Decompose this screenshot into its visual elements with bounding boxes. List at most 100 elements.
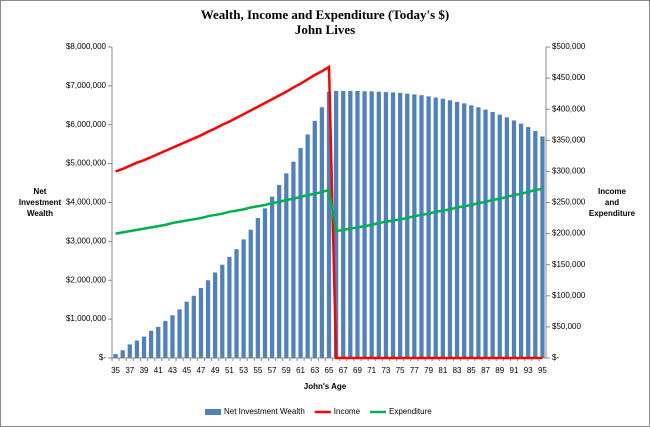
y-tick-label: $8,000,000 — [66, 42, 107, 51]
bar — [163, 321, 168, 358]
y-tick-label: $4,000,000 — [66, 198, 107, 207]
bar — [348, 90, 353, 359]
x-tick-label: 41 — [154, 366, 163, 375]
bar — [469, 105, 474, 358]
line — [115, 187, 543, 235]
x-tick-label: 61 — [296, 366, 305, 375]
bar — [277, 185, 282, 358]
legend-label: Expenditure — [389, 407, 432, 416]
y-tick-label: $2,000,000 — [66, 275, 107, 284]
bar — [227, 256, 232, 358]
bar — [504, 117, 510, 359]
y2-tick-label: $100,000 — [552, 291, 586, 300]
legend-label: Net Investment Wealth — [224, 407, 305, 416]
bar — [213, 272, 218, 358]
line — [115, 64, 543, 360]
x-tick-label: 73 — [381, 366, 390, 375]
chart-title: Wealth, Income and Expenditure (Today's … — [201, 7, 450, 22]
y2-tick-label: $- — [552, 353, 559, 362]
x-tick-label: 59 — [282, 366, 291, 375]
x-tick-label: 37 — [125, 366, 134, 375]
bar — [433, 97, 438, 358]
bar — [497, 114, 502, 358]
bar — [419, 95, 424, 358]
bar — [405, 93, 410, 359]
bar — [526, 127, 531, 359]
chart-subtitle: John Lives — [295, 22, 355, 37]
bar — [262, 208, 268, 358]
x-axis-label: John's Age — [304, 382, 347, 391]
y2-tick-label: $500,000 — [552, 42, 586, 51]
y2-tick-label: $300,000 — [552, 167, 586, 176]
y-tick-label: $6,000,000 — [66, 120, 107, 129]
bar — [511, 120, 517, 358]
y-tick-label: $7,000,000 — [66, 81, 107, 90]
bar — [462, 103, 467, 359]
bar — [518, 123, 524, 359]
bar — [298, 148, 303, 358]
bar — [376, 91, 381, 359]
bar — [447, 100, 453, 358]
bar — [120, 350, 125, 358]
x-tick-label: 93 — [524, 366, 533, 375]
bar — [383, 92, 389, 358]
bar — [220, 264, 225, 358]
bar — [305, 134, 310, 358]
x-tick-label: 69 — [353, 366, 362, 375]
bar — [177, 309, 182, 358]
bar — [326, 91, 332, 359]
x-tick-label: 57 — [268, 366, 277, 375]
y2-tick-label: $350,000 — [552, 135, 586, 144]
bar — [426, 96, 431, 358]
bar — [476, 107, 481, 358]
legend-label: Income — [334, 407, 361, 416]
x-tick-label: 53 — [239, 366, 248, 375]
x-tick-label: 81 — [438, 366, 447, 375]
y-tick-label: $- — [99, 353, 106, 362]
x-tick-label: 85 — [467, 366, 476, 375]
x-tick-label: 83 — [453, 366, 462, 375]
x-tick-label: 47 — [196, 366, 205, 375]
x-tick-label: 89 — [495, 366, 504, 375]
y2-tick-label: $400,000 — [552, 104, 586, 113]
bar — [341, 90, 346, 359]
x-tick-label: 45 — [182, 366, 191, 375]
y2-tick-label: $200,000 — [552, 229, 586, 238]
y2-tick-label: $450,000 — [552, 73, 586, 82]
y2-tick-label: $150,000 — [552, 260, 586, 269]
bar — [248, 229, 253, 358]
bar — [483, 109, 488, 359]
x-tick-label: 39 — [140, 366, 149, 375]
x-tick-label: 75 — [396, 366, 405, 375]
x-tick-label: 35 — [111, 366, 120, 375]
x-tick-label: 91 — [510, 366, 519, 375]
bar — [170, 315, 175, 358]
x-tick-label: 43 — [168, 366, 177, 375]
axis-label: Income and Expenditure — [589, 187, 636, 218]
x-tick-label: 63 — [310, 366, 319, 375]
bar — [269, 196, 275, 358]
bar — [540, 136, 545, 358]
bar — [184, 301, 189, 358]
x-tick-label: 71 — [367, 366, 376, 375]
bar — [156, 326, 161, 358]
y-tick-label: $1,000,000 — [66, 314, 107, 323]
x-tick-label: 77 — [410, 366, 419, 375]
legend-swatch — [205, 409, 221, 415]
bar — [134, 340, 140, 358]
bar — [454, 101, 460, 358]
bar — [390, 92, 396, 358]
x-tick-label: 95 — [538, 366, 547, 375]
x-tick-label: 67 — [339, 366, 348, 375]
bar — [312, 120, 317, 358]
x-tick-label: 87 — [481, 366, 490, 375]
bar — [319, 107, 325, 358]
bar — [148, 330, 154, 358]
bar — [398, 92, 403, 358]
bar — [234, 249, 239, 358]
bar — [355, 90, 360, 359]
bar — [113, 354, 118, 358]
y2-tick-label: $50,000 — [552, 322, 581, 331]
bar — [141, 336, 147, 358]
